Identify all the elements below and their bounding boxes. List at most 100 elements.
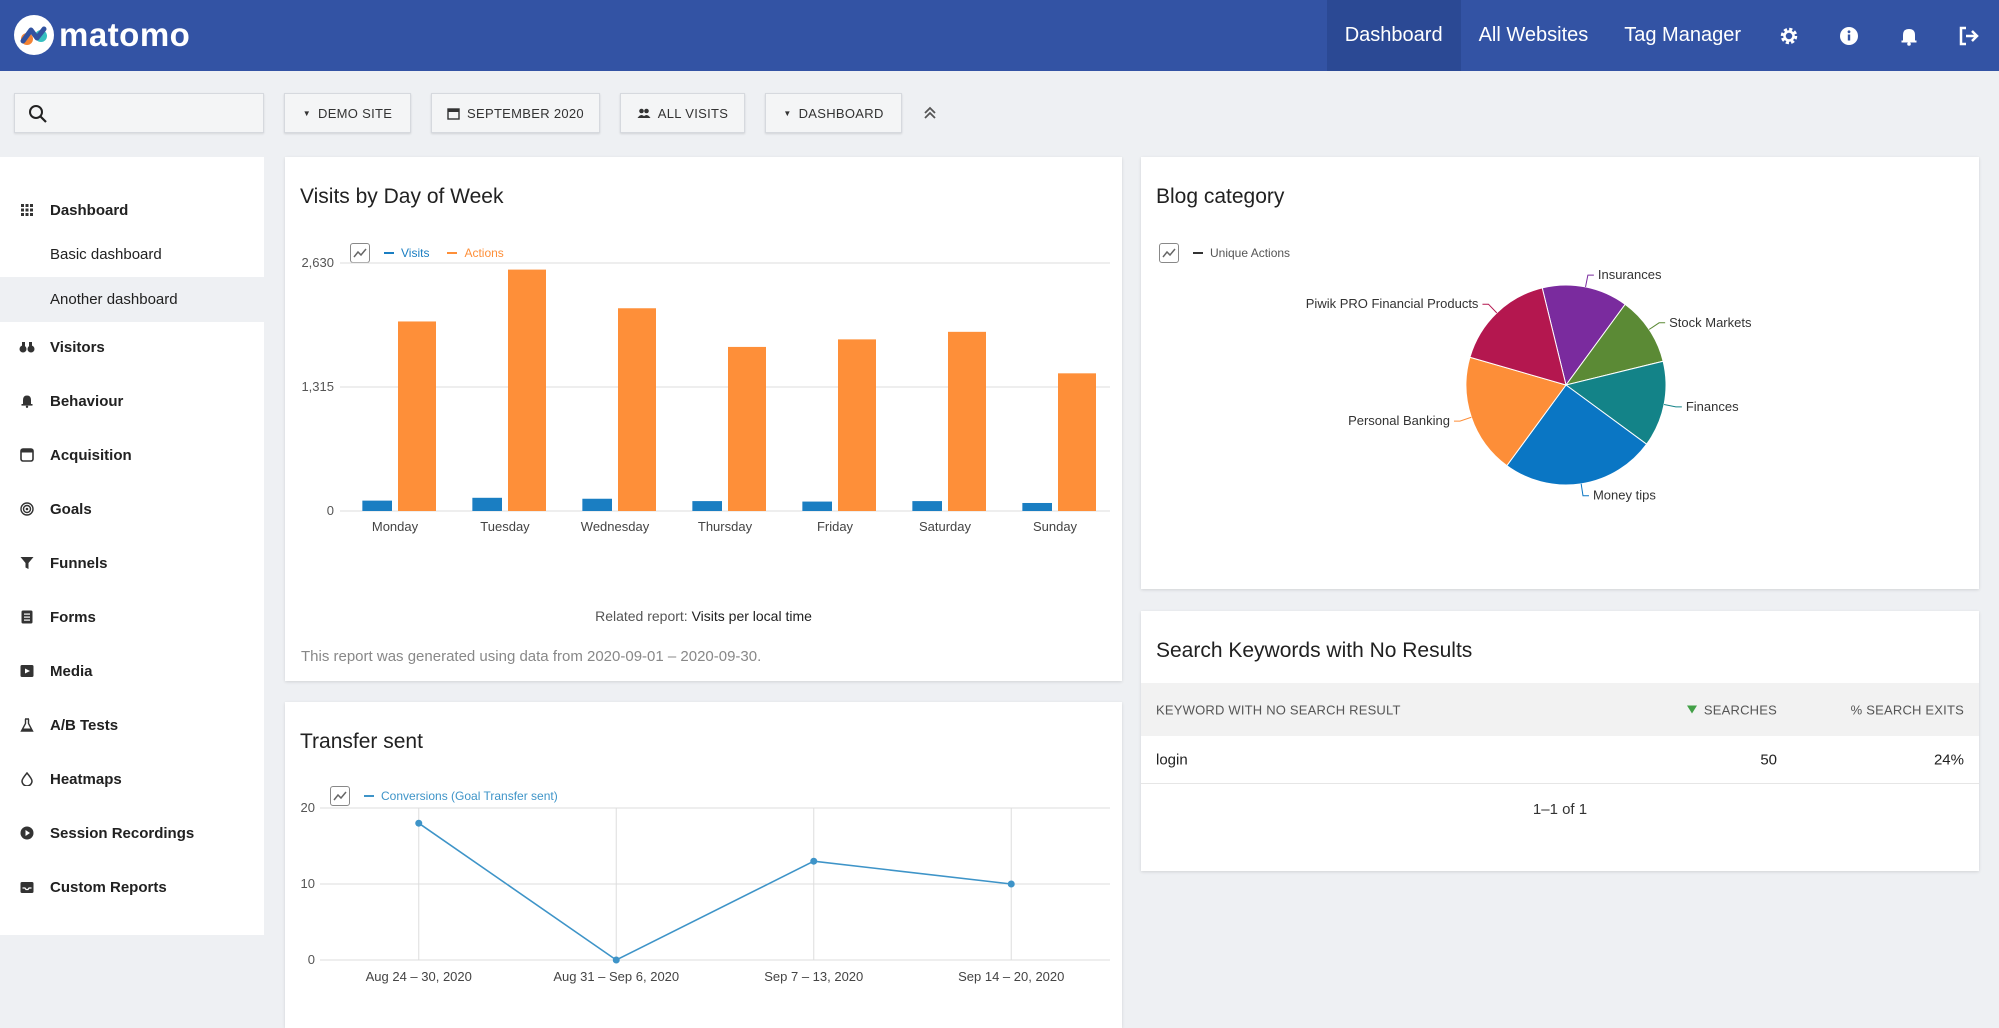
play-icon	[19, 825, 35, 841]
slice-label: Finances	[1686, 399, 1739, 414]
sidebar-item-funnels[interactable]: Funnels	[0, 548, 264, 578]
flask-icon	[19, 717, 35, 733]
data-point	[1007, 880, 1015, 888]
sort-desc-icon	[1686, 705, 1697, 714]
widget-search-keywords: Search Keywords with No Results KEYWORD …	[1141, 611, 1979, 871]
column-header-searches[interactable]: SEARCHES	[1686, 702, 1777, 717]
bar-visits	[912, 501, 942, 511]
chart-type-icon[interactable]	[330, 786, 350, 806]
column-header-search-exits[interactable]: % SEARCH EXITS	[1850, 702, 1964, 717]
bar-actions	[948, 331, 986, 511]
brand-name: matomo	[59, 16, 191, 53]
nav-dashboard[interactable]: Dashboard	[1326, 0, 1461, 71]
period-selector-button[interactable]: SEPTEMBER 2020	[431, 93, 600, 133]
bar-visits	[472, 497, 502, 511]
data-point	[415, 819, 423, 827]
sidebar-item-visitors[interactable]: Visitors	[0, 332, 264, 362]
sidebar-sub-another-dashboard[interactable]: Another dashboard	[0, 277, 264, 322]
sidebar-menu: Dashboard Basic dashboard Another dashbo…	[0, 157, 264, 935]
legend-item-unique-actions[interactable]: Unique Actions	[1193, 246, 1290, 260]
widget-transfer-sent: Transfer sent Conversions (Goal Transfer…	[285, 702, 1122, 1028]
slice-connector	[1580, 483, 1589, 497]
dashboard-selector-button[interactable]: ▼ DASHBOARD	[765, 93, 902, 133]
slice-label: Money tips	[1593, 488, 1656, 503]
sidebar-item-label: Heatmaps	[50, 770, 122, 788]
drop-icon	[19, 771, 35, 787]
bell-icon[interactable]	[1879, 0, 1939, 71]
legend-item-conversions[interactable]: Conversions (Goal Transfer sent)	[364, 789, 558, 803]
legend-item-visits[interactable]: Visits	[384, 246, 429, 260]
bar-actions	[508, 269, 546, 511]
pie-slice	[1506, 384, 1648, 486]
legend-item-actions[interactable]: Actions	[447, 246, 504, 260]
related-report: Related report: Visits per local time	[285, 608, 1122, 624]
logo-mark-icon	[14, 15, 54, 55]
sidebar-sub-basic-dashboard[interactable]: Basic dashboard	[50, 246, 162, 263]
y-tick-label: 0	[327, 503, 334, 518]
sidebar-item-label: Acquisition	[50, 446, 132, 464]
data-point	[810, 857, 818, 865]
search-input[interactable]	[14, 93, 264, 133]
sidebar-item-session-recordings[interactable]: Session Recordings	[0, 818, 264, 848]
inbox-icon	[19, 879, 35, 895]
related-report-label: Related report:	[595, 608, 688, 624]
sidebar-item-custom-reports[interactable]: Custom Reports	[0, 872, 264, 902]
sidebar-item-forms[interactable]: Forms	[0, 602, 264, 632]
sidebar-item-goals[interactable]: Goals	[0, 494, 264, 524]
cell-search-exits: 24%	[1933, 751, 1964, 768]
x-tick-label: Sep 14 – 20, 2020	[958, 969, 1064, 984]
sidebar-item-heatmaps[interactable]: Heatmaps	[0, 764, 264, 794]
bar-actions	[618, 308, 656, 511]
sidebar-item-label: Behaviour	[50, 392, 124, 410]
matomo-logo[interactable]: matomo	[14, 14, 190, 56]
logout-icon[interactable]	[1939, 0, 1999, 71]
sidebar-item-acquisition[interactable]: Acquisition	[0, 440, 264, 470]
site-selector-label: DEMO SITE	[318, 105, 393, 121]
x-tick-label: Friday	[817, 519, 854, 534]
funnel-icon	[19, 555, 35, 571]
chart-type-icon[interactable]	[1159, 243, 1179, 263]
column-header-keyword[interactable]: KEYWORD WITH NO SEARCH RESULT	[1156, 702, 1401, 717]
slice-label: Personal Banking	[1348, 413, 1450, 428]
sidebar-item-dashboard[interactable]: Dashboard	[0, 195, 264, 225]
x-tick-label: Wednesday	[581, 519, 650, 534]
sidebar-item-behaviour[interactable]: Behaviour	[0, 386, 264, 416]
x-tick-label: Saturday	[919, 519, 972, 534]
sidebar-item-label: Dashboard	[50, 201, 129, 219]
nav-all-websites[interactable]: All Websites	[1478, 24, 1589, 46]
line-chart: 0 10 20 Aug 24 – 30, 2020 Aug 31 – Sep 6, 20…	[301, 800, 1110, 984]
form-icon	[19, 609, 35, 625]
top-nav: Dashboard All Websites Tag Manager	[1326, 0, 1999, 71]
collapse-toolbar-icon[interactable]	[920, 103, 940, 123]
bar-actions	[1058, 373, 1096, 511]
related-report-link[interactable]: Visits per local time	[691, 608, 812, 624]
site-selector-button[interactable]: ▼ DEMO SITE	[284, 93, 411, 133]
slice-connector	[1585, 274, 1594, 288]
pie-slice	[1465, 356, 1567, 467]
pie-slice	[1564, 360, 1667, 445]
bar-chart: 0 1,315 2,630 Monday Tuesday Wednesday Thursda…	[301, 255, 1110, 534]
y-tick-label: 2,630	[301, 255, 334, 270]
sidebar-item-media[interactable]: Media	[0, 656, 264, 686]
bar-visits	[1022, 502, 1052, 511]
bar-actions	[398, 321, 436, 511]
top-bar: matomo Dashboard All Websites Tag Manage…	[0, 0, 1999, 71]
cell-keyword: login	[1156, 751, 1188, 768]
sidebar-item-label: Session Recordings	[50, 824, 195, 842]
y-tick-label: 10	[301, 876, 315, 891]
sidebar-item-label: Funnels	[50, 554, 108, 572]
nav-tag-manager[interactable]: Tag Manager	[1624, 24, 1741, 46]
bell-icon	[19, 393, 35, 409]
search-icon	[29, 105, 47, 123]
sidebar-item-label: Forms	[50, 608, 96, 626]
sidebar-item-ab-tests[interactable]: A/B Tests	[0, 710, 264, 740]
widget-title: Blog category	[1156, 185, 1285, 208]
gear-icon[interactable]	[1759, 0, 1819, 71]
segment-selector-button[interactable]: ALL VISITS	[620, 93, 745, 133]
slice-label: Stock Markets	[1669, 315, 1752, 330]
table-row[interactable]: login 50 24%	[1141, 736, 1979, 784]
caret-down-icon: ▼	[302, 108, 311, 118]
x-tick-label: Aug 24 – 30, 2020	[366, 969, 472, 984]
info-icon[interactable]	[1819, 0, 1879, 71]
table-header: KEYWORD WITH NO SEARCH RESULT SEARCHES %…	[1141, 683, 1979, 736]
